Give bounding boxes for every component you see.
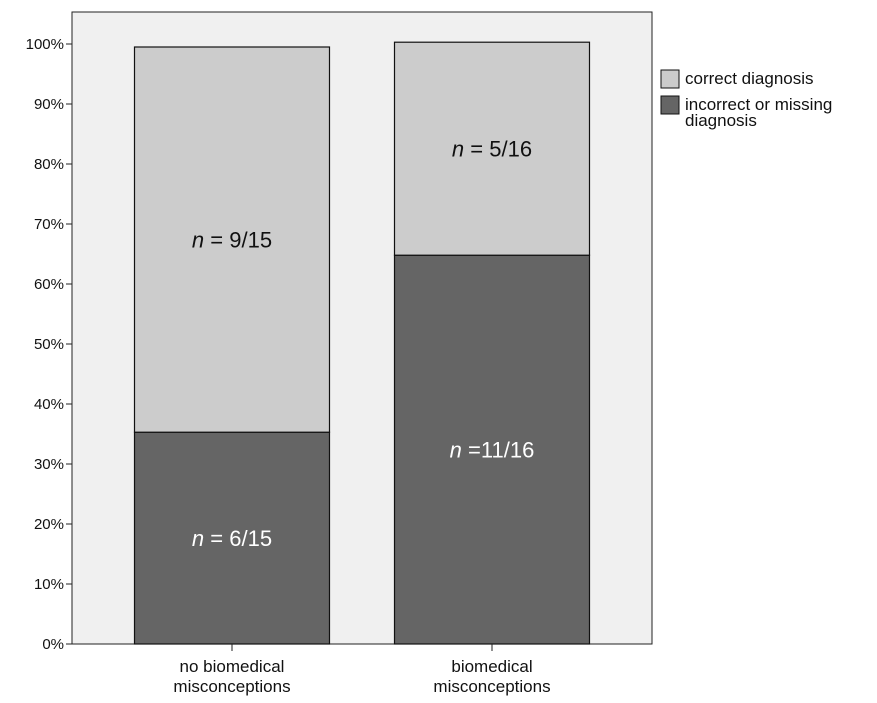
x-category-label: biomedical misconceptions xyxy=(433,657,550,696)
legend-label: incorrect or missing diagnosis xyxy=(685,95,832,130)
y-tick-label: 70% xyxy=(34,216,64,233)
y-tick-label: 80% xyxy=(34,156,64,173)
y-tick-label: 40% xyxy=(34,396,64,413)
bar-segment xyxy=(393,41,591,256)
bar-data-label: n = 5/16 xyxy=(452,137,532,162)
y-tick-label: 90% xyxy=(34,96,64,113)
bar-segment xyxy=(133,46,331,433)
bar-data-label: n =11/16 xyxy=(450,438,535,463)
x-category-label: no biomedical misconceptions xyxy=(173,657,290,696)
y-tick-label: 100% xyxy=(26,36,64,53)
bar-data-label: n = 9/15 xyxy=(192,228,272,253)
bar-segment xyxy=(133,431,331,645)
legend-label: correct diagnosis xyxy=(685,69,814,88)
y-tick-label: 0% xyxy=(42,636,64,653)
y-tick-label: 10% xyxy=(34,576,64,593)
y-tick-label: 20% xyxy=(34,516,64,533)
bar-data-label: n = 6/15 xyxy=(192,526,272,551)
y-tick-label: 30% xyxy=(34,456,64,473)
y-tick-label: 50% xyxy=(34,336,64,353)
y-tick-label: 60% xyxy=(34,276,64,293)
legend-swatch xyxy=(660,69,680,89)
legend-swatch xyxy=(660,95,680,115)
